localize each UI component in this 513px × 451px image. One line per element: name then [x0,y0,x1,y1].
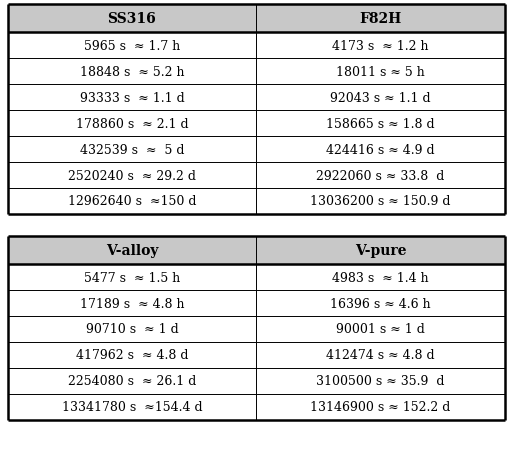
Text: 432539 s  ≈  5 d: 432539 s ≈ 5 d [80,143,184,156]
Text: 90710 s  ≈ 1 d: 90710 s ≈ 1 d [86,323,179,336]
Text: 424416 s ≈ 4.9 d: 424416 s ≈ 4.9 d [326,143,435,156]
Bar [8,85,505,111]
Bar [8,290,505,316]
Text: 93333 s  ≈ 1.1 d: 93333 s ≈ 1.1 d [80,91,184,104]
Bar [8,368,505,394]
Text: 12962640 s  ≈150 d: 12962640 s ≈150 d [68,195,196,208]
Text: SS316: SS316 [108,12,156,26]
Text: F82H: F82H [360,12,402,26]
Text: 13036200 s ≈ 150.9 d: 13036200 s ≈ 150.9 d [310,195,451,208]
Text: 158665 s ≈ 1.8 d: 158665 s ≈ 1.8 d [326,117,435,130]
Text: 13341780 s  ≈154.4 d: 13341780 s ≈154.4 d [62,400,202,414]
Bar [8,342,505,368]
Text: 412474 s ≈ 4.8 d: 412474 s ≈ 4.8 d [326,349,435,362]
Bar [8,33,505,59]
Bar [8,137,505,163]
Bar [8,5,505,33]
Bar [8,189,505,215]
Text: 5965 s  ≈ 1.7 h: 5965 s ≈ 1.7 h [84,39,180,52]
Text: 2922060 s ≈ 33.8  d: 2922060 s ≈ 33.8 d [317,169,445,182]
Bar [8,59,505,85]
Text: 18848 s  ≈ 5.2 h: 18848 s ≈ 5.2 h [80,65,184,78]
Bar [8,264,505,290]
Text: 3100500 s ≈ 35.9  d: 3100500 s ≈ 35.9 d [316,375,445,388]
Bar [8,316,505,342]
Text: V-alloy: V-alloy [106,244,158,258]
Bar [8,394,505,420]
Text: 16396 s ≈ 4.6 h: 16396 s ≈ 4.6 h [330,297,431,310]
Text: 2520240 s  ≈ 29.2 d: 2520240 s ≈ 29.2 d [68,169,196,182]
Text: 4983 s  ≈ 1.4 h: 4983 s ≈ 1.4 h [332,271,429,284]
Text: 2254080 s  ≈ 26.1 d: 2254080 s ≈ 26.1 d [68,375,196,388]
Text: 92043 s ≈ 1.1 d: 92043 s ≈ 1.1 d [330,91,431,104]
Text: 13146900 s ≈ 152.2 d: 13146900 s ≈ 152.2 d [310,400,451,414]
Bar [8,163,505,189]
Text: 90001 s ≈ 1 d: 90001 s ≈ 1 d [336,323,425,336]
Text: V-pure: V-pure [355,244,406,258]
Bar [8,111,505,137]
Text: 417962 s  ≈ 4.8 d: 417962 s ≈ 4.8 d [76,349,188,362]
Text: 18011 s ≈ 5 h: 18011 s ≈ 5 h [336,65,425,78]
Text: 178860 s  ≈ 2.1 d: 178860 s ≈ 2.1 d [76,117,188,130]
Text: 5477 s  ≈ 1.5 h: 5477 s ≈ 1.5 h [84,271,180,284]
Text: 17189 s  ≈ 4.8 h: 17189 s ≈ 4.8 h [80,297,184,310]
Text: 4173 s  ≈ 1.2 h: 4173 s ≈ 1.2 h [332,39,429,52]
Bar [8,236,505,264]
